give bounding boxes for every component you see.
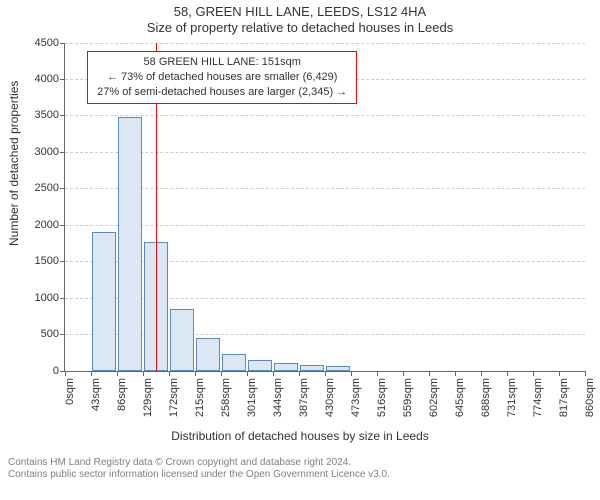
y-tick-label: 3000: [35, 146, 65, 158]
y-tick-label: 500: [41, 328, 65, 340]
x-tick-label: 559sqm: [400, 378, 414, 417]
x-tick-mark: [221, 371, 222, 376]
x-tick-label: 817sqm: [556, 378, 570, 417]
x-tick-mark: [169, 371, 170, 376]
x-tick-mark: [377, 371, 378, 376]
y-axis-title: Number of detached properties: [7, 80, 21, 245]
histogram-bar: [274, 363, 299, 370]
x-tick-label: 387sqm: [296, 378, 310, 417]
x-tick-label: 688sqm: [478, 378, 492, 417]
x-tick-mark: [91, 371, 92, 376]
footer-line-2: Contains public sector information licen…: [8, 469, 592, 482]
histogram-bar: [118, 117, 143, 371]
annotation-line: ← 73% of detached houses are smaller (6,…: [94, 70, 350, 85]
page-subtitle: Size of property relative to detached ho…: [0, 20, 600, 36]
x-tick-label: 430sqm: [322, 378, 336, 417]
x-tick-label: 258sqm: [218, 378, 232, 417]
grid-line: [65, 43, 585, 44]
grid-line: [65, 115, 585, 116]
x-tick-mark: [403, 371, 404, 376]
x-tick-mark: [299, 371, 300, 376]
page-title: 58, GREEN HILL LANE, LEEDS, LS12 4HA: [0, 4, 600, 20]
x-tick-label: 129sqm: [140, 378, 154, 417]
x-tick-mark: [325, 371, 326, 376]
y-tick-label: 1500: [35, 255, 65, 267]
x-tick-mark: [585, 371, 586, 376]
y-tick-label: 1000: [35, 292, 65, 304]
x-tick-mark: [273, 371, 274, 376]
x-tick-mark: [559, 371, 560, 376]
x-tick-label: 731sqm: [504, 378, 518, 417]
x-tick-label: 473sqm: [348, 378, 362, 417]
x-tick-label: 86sqm: [114, 378, 128, 411]
annotation-line: 27% of semi-detached houses are larger (…: [94, 85, 350, 100]
annotation-box: 58 GREEN HILL LANE: 151sqm← 73% of detac…: [87, 51, 357, 104]
footer: Contains HM Land Registry data © Crown c…: [0, 455, 600, 482]
x-tick-mark: [247, 371, 248, 376]
x-tick-mark: [117, 371, 118, 376]
x-tick-label: 645sqm: [452, 378, 466, 417]
grid-line: [65, 225, 585, 226]
histogram-bar: [300, 365, 325, 370]
x-tick-label: 516sqm: [374, 378, 388, 417]
y-tick-label: 0: [53, 365, 65, 377]
chart-container: Number of detached properties 0500100015…: [0, 37, 600, 455]
plot-area: 0500100015002000250030003500400045000sqm…: [64, 43, 585, 372]
annotation-line: 58 GREEN HILL LANE: 151sqm: [94, 55, 350, 70]
x-tick-mark: [65, 371, 66, 376]
x-tick-label: 301sqm: [244, 378, 258, 417]
x-tick-mark: [481, 371, 482, 376]
grid-line: [65, 188, 585, 189]
x-tick-mark: [533, 371, 534, 376]
histogram-bar: [248, 360, 273, 371]
x-tick-label: 0sqm: [62, 378, 76, 405]
histogram-bar: [92, 232, 117, 370]
x-axis-title: Distribution of detached houses by size …: [0, 429, 600, 443]
x-tick-mark: [507, 371, 508, 376]
x-tick-mark: [429, 371, 430, 376]
footer-line-1: Contains HM Land Registry data © Crown c…: [8, 457, 592, 470]
x-tick-label: 774sqm: [530, 378, 544, 417]
y-tick-label: 4000: [35, 73, 65, 85]
y-tick-label: 3500: [35, 109, 65, 121]
histogram-bar: [196, 338, 221, 370]
histogram-bar: [222, 354, 247, 371]
x-tick-label: 172sqm: [166, 378, 180, 417]
histogram-bar: [326, 366, 351, 370]
x-tick-label: 344sqm: [270, 378, 284, 417]
x-tick-label: 43sqm: [88, 378, 102, 411]
x-tick-mark: [351, 371, 352, 376]
y-tick-label: 2000: [35, 219, 65, 231]
y-tick-label: 4500: [35, 37, 65, 49]
x-tick-mark: [455, 371, 456, 376]
x-tick-mark: [143, 371, 144, 376]
histogram-bar: [170, 309, 195, 371]
x-tick-label: 860sqm: [582, 378, 596, 417]
x-tick-mark: [195, 371, 196, 376]
x-tick-label: 215sqm: [192, 378, 206, 417]
grid-line: [65, 152, 585, 153]
y-tick-label: 2500: [35, 182, 65, 194]
x-tick-label: 602sqm: [426, 378, 440, 417]
